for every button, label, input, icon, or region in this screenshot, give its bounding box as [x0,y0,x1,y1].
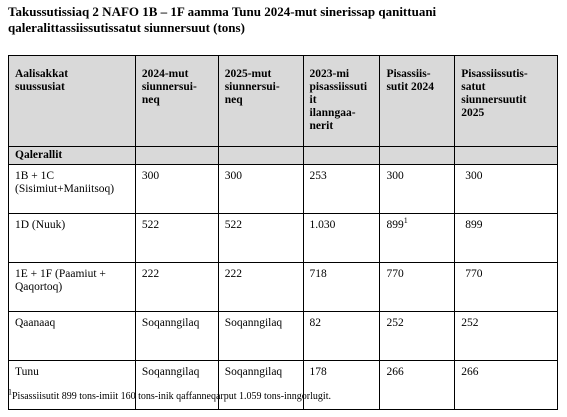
cell-text: 899 [465,219,483,231]
cell-text: 770 [386,268,404,280]
cell-text: 252 [386,317,404,329]
cell-text: 222 [141,268,160,280]
table-cell: 300 [134,164,219,214]
quota-table: Aalisakkat suussusiat 2024-mut siunnersui… [8,55,558,410]
table-cell: Tunu [8,360,136,410]
cell-text: 522 [224,219,242,231]
table-cell: 522 [217,213,304,263]
cell-text: 300 [141,170,160,182]
table-cell: Soqanngilaq [217,311,304,361]
table-row: 1B + 1C (Sisimiut+Maniitsoq) 300 300 253 300… [8,164,558,214]
header-cell: 2024-mut siunnersui- neq [134,55,219,147]
table-cell: 252 [454,311,558,361]
table-cell: 770 [454,262,558,312]
header-cell: Pisassiissutis- satut siunnersuutit 2025 [454,55,558,147]
table-cell: Soqanngilaq [134,360,219,410]
table-cell: 8991 [379,213,456,263]
section-cell [302,146,381,165]
table-cell: 1B + 1C (Sisimiut+Maniitsoq) [8,164,136,214]
cell-text: 1E + 1F (Paamiut + Qaqortoq) [15,268,106,293]
section-cell: Qalerallit [8,146,136,165]
cell-text: 770 [465,268,483,280]
cell-text: 252 [461,317,479,329]
cell-text: 222 [224,268,242,280]
cell-text: 718 [309,268,327,280]
cell-text: Tunu [15,366,39,378]
cell-text: 266 [386,366,404,378]
table-cell: 1E + 1F (Paamiut + Qaqortoq) [8,262,136,312]
section-cell [217,146,304,165]
table-cell: 266 [379,360,456,410]
table-cell: 300 [217,164,304,214]
section-cell [379,146,456,165]
section-cell [134,146,219,165]
cell-text: Qaanaaq [15,317,56,329]
header-cell: Pisassiis- sutit 2024 [379,55,456,147]
table-cell: 222 [217,262,304,312]
table-cell: 522 [134,213,219,263]
table-cell: 718 [302,262,381,312]
table-title: Takussutissiaq 2 NAFO 1B – 1F aamma Tunu… [8,4,437,35]
cell-text: Soqanngilaq [224,317,283,329]
table-row: 1E + 1F (Paamiut + Qaqortoq) 222 222 718 770… [8,262,558,312]
table-cell: 253 [302,164,381,214]
table-cell: 222 [134,262,219,312]
cell-text: 253 [309,170,327,182]
cell-text: 522 [141,219,160,231]
table-cell: 178 [302,360,381,410]
table-cell: 82 [302,311,381,361]
section-row: Qalerallit [8,146,558,165]
cell-text: 300 [465,170,483,182]
footnote: 1Pisassiisutit 899 tons-imiit 160 tons-i… [8,387,331,402]
table-cell: 770 [379,262,456,312]
table-cell: Soqanngilaq [134,311,219,361]
table-cell: Qaanaaq [8,311,136,361]
cell-text: 1D (Nuuk) [15,219,66,231]
table-row: Tunu Soqanngilaq Soqanngilaq 178 266 266 [8,360,558,410]
table-cell: Soqanngilaq [217,360,304,410]
table-cell: 1D (Nuuk) [8,213,136,263]
table-cell: 252 [379,311,456,361]
footnote-text: Pisassiisutit 899 tons-imiit 160 tons-in… [12,391,331,402]
cell-text: 1.030 [309,219,336,231]
cell-text: Soqanngilaq [141,366,200,378]
header-cell: Aalisakkat suussusiat [8,55,136,147]
cell-text: 1B + 1C (Sisimiut+Maniitsoq) [15,170,115,195]
cell-text: 899 [386,219,404,231]
cell-text: 300 [386,170,404,182]
cell-text: 266 [461,366,479,378]
table-row: Qaanaaq Soqanngilaq Soqanngilaq 82 252 252 [8,311,558,361]
cell-text: Soqanngilaq [224,366,283,378]
cell-text: Soqanngilaq [141,317,200,329]
table-cell: 266 [454,360,558,410]
table-cell: 1.030 [302,213,381,263]
footnote-marker: 1 [8,387,12,397]
cell-text: 178 [309,366,327,378]
table-cell: 300 [454,164,558,214]
header-cell: 2025-mut siunnersui- neq [217,55,304,147]
cell-text: 82 [309,317,322,329]
note-ref: 1 [403,216,408,226]
table-row: 1D (Nuuk) 522 522 1.030 8991 899 [8,213,558,263]
cell-text: 300 [224,170,242,182]
table-cell: 899 [454,213,558,263]
header-cell: 2023-mi pisassiissuti it ilanngaa- nerit [302,55,381,147]
table-cell: 300 [379,164,456,214]
header-row: Aalisakkat suussusiat 2024-mut siunnersui… [8,55,558,147]
section-cell [454,146,558,165]
